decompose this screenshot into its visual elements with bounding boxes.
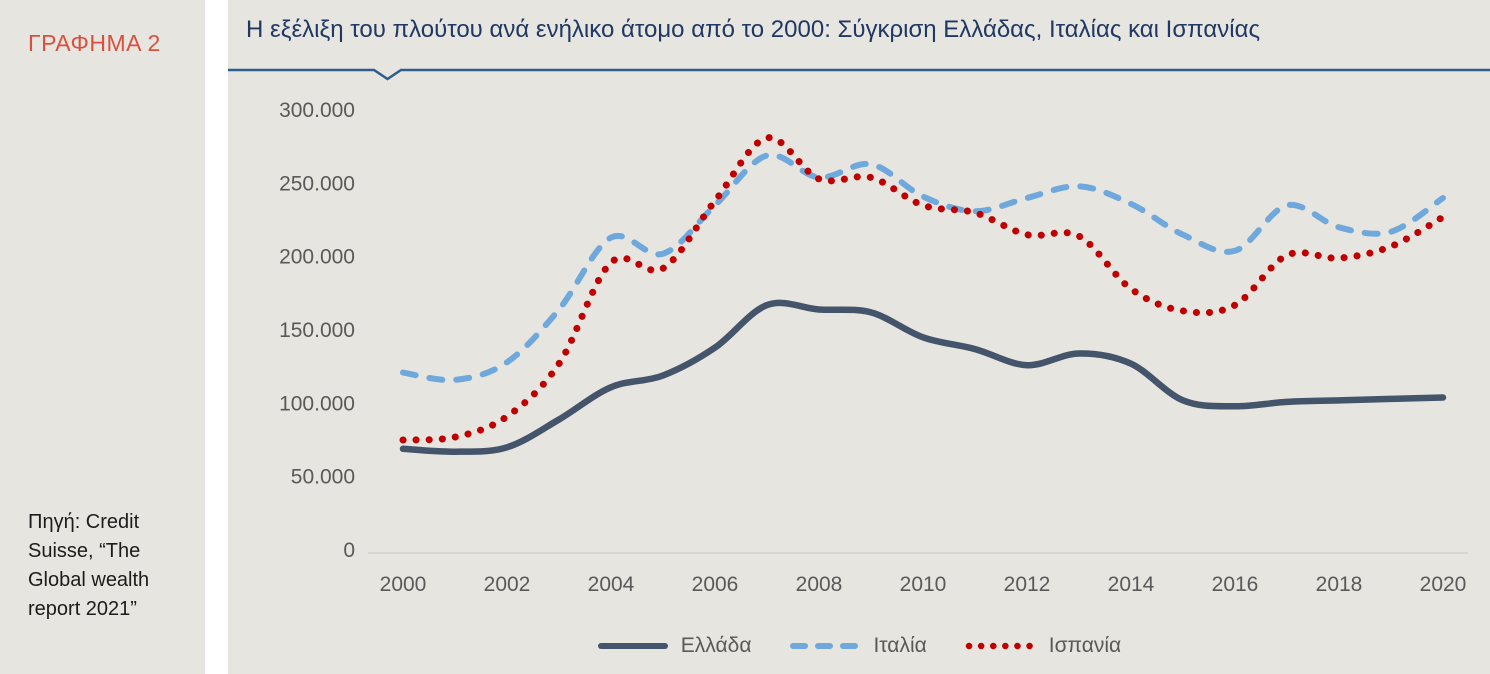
figure-label: ΓΡΑΦΗΜΑ 2 [28, 30, 161, 56]
chart-title: Η εξέλιξη του πλούτου ανά ενήλικο άτομο … [246, 16, 1261, 43]
svg-text:200.000: 200.000 [279, 246, 355, 269]
source-note: Πηγή: Credit Suisse, “The Global wealth … [28, 511, 150, 620]
chart-legend: Ελλάδα Ιταλία Ισπανία [228, 634, 1490, 658]
svg-text:250.000: 250.000 [279, 172, 355, 195]
svg-text:2004: 2004 [588, 573, 635, 596]
legend-label: Ισπανία [1048, 634, 1122, 657]
svg-text:300.000: 300.000 [279, 99, 355, 122]
svg-text:50.000: 50.000 [291, 466, 355, 489]
legend-item: Ιταλία [789, 634, 927, 658]
svg-text:2020: 2020 [1420, 573, 1467, 596]
legend-item: Ελλάδα [597, 634, 752, 658]
legend-dashed-line-sample [790, 643, 861, 649]
svg-text:2016: 2016 [1212, 573, 1259, 596]
svg-text:2000: 2000 [380, 573, 427, 596]
svg-text:2002: 2002 [484, 573, 531, 596]
chart-panel: Η εξέλιξη του πλούτου ανά ενήλικο άτομο … [228, 0, 1490, 674]
svg-text:2008: 2008 [796, 573, 843, 596]
sidebar: ΓΡΑΦΗΜΑ 2 Πηγή: Credit Suisse, “The Glob… [0, 0, 205, 674]
svg-text:0: 0 [343, 539, 355, 562]
legend-label: Ελλάδα [680, 634, 752, 657]
svg-text:2006: 2006 [692, 573, 739, 596]
chart-svg: 0 50.000 100.000 150.000 200.000 250.000 300.0… [228, 68, 1490, 596]
svg-text:100.000: 100.000 [279, 392, 355, 415]
svg-text:2018: 2018 [1316, 573, 1363, 596]
legend-dotted-line-sample [965, 642, 1036, 650]
svg-text:150.000: 150.000 [279, 319, 355, 342]
legend-item: Ισπανία [965, 634, 1121, 658]
legend-label: Ιταλία [873, 634, 927, 657]
svg-text:2014: 2014 [1108, 573, 1155, 596]
legend-solid-line-sample [597, 643, 668, 649]
svg-text:2012: 2012 [1004, 573, 1051, 596]
svg-text:2010: 2010 [900, 573, 947, 596]
